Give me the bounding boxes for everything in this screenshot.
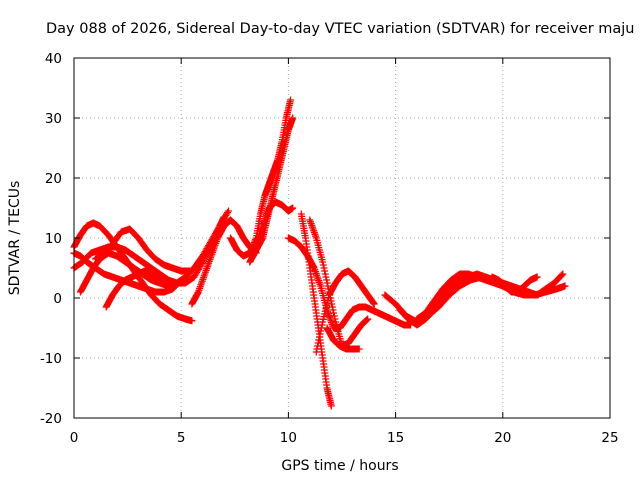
plus-marks <box>488 273 541 296</box>
series-arc-5 <box>91 225 194 275</box>
plus-marks <box>413 270 567 323</box>
plus-marks <box>102 267 168 311</box>
series-arc-14 <box>312 267 378 356</box>
plus-marks <box>323 324 363 353</box>
x-tick-label: 20 <box>494 430 511 446</box>
x-tick-label: 15 <box>387 430 404 446</box>
chart-title: Day 088 of 2026, Sidereal Day-to-day VTE… <box>46 21 635 37</box>
y-tick-label: 10 <box>45 231 62 247</box>
plus-marks <box>188 216 260 308</box>
grid-lines <box>74 58 610 418</box>
series-arc-11 <box>284 234 415 332</box>
series-arc-18 <box>413 270 567 323</box>
plus-marks <box>312 267 378 356</box>
x-tick-label: 0 <box>70 430 79 446</box>
series-arc-19 <box>488 273 541 296</box>
data-marks <box>70 96 569 410</box>
y-tick-label: 0 <box>53 291 62 307</box>
x-axis-label: GPS time / hours <box>281 458 398 474</box>
series-arc-12 <box>297 210 335 410</box>
y-tick-label: 20 <box>45 171 62 187</box>
y-tick-label: 30 <box>45 111 62 127</box>
x-tick-label: 10 <box>280 430 297 446</box>
x-tick-label: 5 <box>177 430 186 446</box>
plus-marks <box>284 234 415 332</box>
x-tick-labels: 0 5 10 15 20 25 <box>70 430 619 446</box>
series-arc-6 <box>102 267 168 311</box>
plus-marks <box>91 225 194 275</box>
plus-marks <box>297 210 335 410</box>
series-arc-15 <box>323 324 363 353</box>
axis-ticks <box>73 57 611 419</box>
y-axis-label: SDTVAR / TECUs <box>7 181 23 296</box>
y-tick-label: -10 <box>40 351 62 367</box>
series-arc-7 <box>188 216 260 308</box>
plus-marks <box>252 198 297 248</box>
x-tick-label: 25 <box>601 430 618 446</box>
series-arc-10 <box>252 198 297 248</box>
y-tick-labels: -20 -10 0 10 20 30 40 <box>40 51 62 427</box>
y-tick-label: -20 <box>40 411 62 427</box>
y-tick-label: 40 <box>45 51 62 67</box>
